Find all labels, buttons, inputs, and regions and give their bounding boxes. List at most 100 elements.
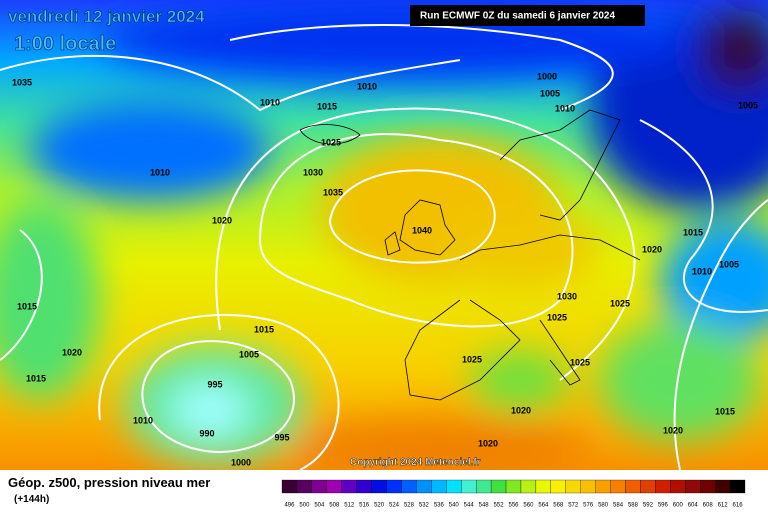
scale-swatch [401,479,417,494]
isobar-label: 1020 [642,244,662,254]
scale-label: 616 [733,503,744,509]
scale-label: 548 [479,503,490,509]
field [0,0,768,480]
isobar-label: 1040 [412,225,432,235]
scale-label: 552 [494,503,505,509]
date: vendredi 12 janvier 2024 [8,7,205,26]
copyright: Copyright 2024 Meteociel.fr [350,457,481,468]
isobar-label: 1020 [663,425,683,435]
scale-swatch [714,479,731,494]
isobar-label: 1005 [239,349,259,359]
isobar-label: 1020 [511,405,531,415]
footer-lead: (+144h) [14,494,49,505]
scale-swatch [356,479,372,494]
scale-label: 500 [299,503,310,509]
isobar-label: 1020 [62,347,82,357]
scale-label: 524 [389,503,400,509]
scale-swatch [565,479,581,494]
scale-swatch [625,479,641,494]
scale-label: 576 [583,503,594,509]
scale-swatch [535,479,551,494]
scale-label: 564 [538,503,549,509]
isobar-label: 1010 [150,167,170,177]
scale-label: 612 [718,503,729,509]
scale-label: 532 [419,503,430,509]
run-box [410,5,645,26]
scale-label: 504 [314,503,325,509]
scale-label: 596 [658,503,669,509]
coastlines [299,109,641,401]
isobar-label: 1025 [610,298,630,308]
isobar-label: 1020 [478,438,498,448]
footer-title: Géop. z500, pression niveau mer [8,475,210,490]
isobar-label: 1025 [570,357,590,367]
scale-swatch [700,479,716,494]
scale-label: 508 [329,503,340,509]
scale-label: 604 [688,503,699,509]
scale-label: 600 [673,503,684,509]
scale-label: 592 [643,503,654,509]
scale-label: 588 [628,503,639,509]
isobar-label: 1030 [303,167,323,177]
isobar-label: 1025 [462,354,482,364]
scale-swatch [490,479,507,494]
isobar-label: 1005 [738,100,758,110]
scale-label: 528 [404,503,415,509]
scale-label: 536 [434,503,445,509]
scale-swatch [281,479,298,494]
isobar-label: 1025 [321,137,341,147]
isobar-label: 1015 [715,406,735,416]
scale-swatch [431,479,447,494]
scale-swatch [505,479,522,494]
scale-label: 496 [284,503,295,509]
isobar-label: 1025 [547,312,567,322]
scale-label: 580 [598,503,609,509]
isobars [0,24,768,471]
isobar-label: 1015 [17,301,37,311]
run-info: Run ECMWF 0Z du samedi 6 janvier 2024 [420,11,615,22]
scale-label: 540 [449,503,460,509]
scale-label: 520 [374,503,385,509]
isobar-label: 1000 [537,71,557,81]
scale-swatch [311,479,327,494]
isobar-label: 1035 [12,77,32,87]
scale-swatch [595,479,611,494]
isobar-label: 1010 [692,266,712,276]
isobar-label: 1015 [317,101,337,111]
scale-swatch [685,479,701,494]
scale-swatch [326,479,342,494]
isobar-label: 1000 [231,457,251,467]
map [0,0,768,480]
isobar-label: 1005 [540,88,560,98]
scale-label: 544 [464,503,475,509]
time: 1:00 locale [14,33,116,55]
color-scale: 496 500 504 508 512 516 520 524 528 532 536 540 544 5… [281,479,746,509]
isobar-label: 1010 [133,415,153,425]
isobar-label: 1020 [212,215,232,225]
scale-label: 608 [703,503,714,509]
scale-label: 560 [523,503,534,509]
scale-swatch [655,479,671,494]
scale-label: 572 [568,503,579,509]
scale-label: 568 [553,503,564,509]
scale-swatch [670,479,686,494]
isobar-label: 990 [199,428,214,438]
scale-swatch [296,479,313,494]
scale-swatch [341,479,357,494]
isobar-label: 1010 [260,97,280,107]
scale-label: 556 [508,503,519,509]
scale-swatch [416,479,432,494]
scale-swatch [580,479,596,494]
scale-label: 512 [344,503,355,509]
isobar-label: 1030 [557,291,577,301]
scale-swatch [520,479,537,494]
scale-swatch [640,479,656,494]
scale-swatch [476,479,492,494]
isobar-label: 1035 [323,187,343,197]
isobar-labels: 1035 1010 1010 1015 1000 1005 1010 1005 1025 1010… [12,71,758,467]
isobar-label: 995 [274,432,289,442]
isobar-label: 1010 [555,103,575,113]
scale-label: 516 [359,503,370,509]
